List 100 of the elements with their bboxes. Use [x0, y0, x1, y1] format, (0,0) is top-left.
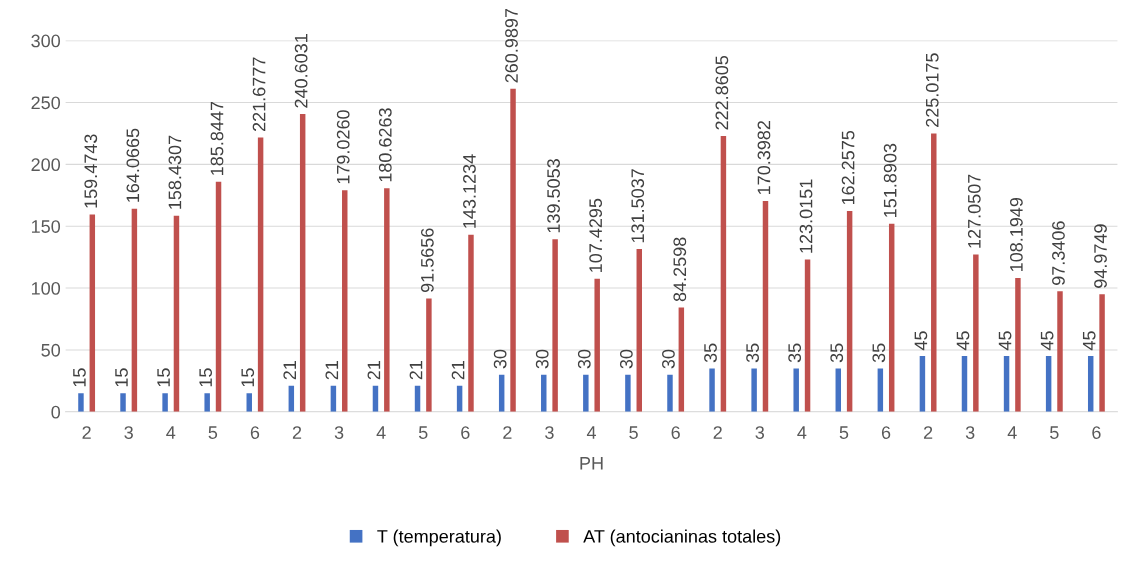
bar	[426, 298, 432, 412]
bar	[1057, 291, 1063, 412]
x-tick-label: 6	[881, 426, 891, 439]
x-tick-label: 5	[839, 426, 849, 439]
x-tick-label: 4	[586, 426, 597, 439]
bar	[793, 368, 799, 412]
bar	[961, 356, 968, 412]
x-tick-label: 5	[418, 426, 428, 439]
data-label: 185.8447	[210, 101, 224, 175]
x-tick-label: 5	[629, 426, 638, 439]
y-tick-label: 150	[31, 220, 61, 233]
data-label: 139.5053	[547, 159, 560, 233]
data-label: 45	[998, 331, 1012, 351]
data-label: 143.1234	[463, 154, 476, 228]
data-label: 123.0151	[799, 179, 813, 253]
bar	[162, 393, 168, 412]
data-label: 30	[662, 349, 675, 369]
data-label: 15	[73, 368, 86, 387]
bar	[625, 374, 631, 412]
bar	[384, 188, 390, 412]
y-tick-label: 50	[41, 343, 61, 357]
bar	[888, 223, 895, 412]
bar	[835, 368, 842, 412]
data-label: 15	[115, 368, 128, 387]
y-tick-label: 0	[51, 405, 61, 419]
bar	[257, 137, 264, 412]
data-label: 21	[451, 361, 465, 380]
y-tick-label: 100	[31, 282, 61, 295]
bar	[636, 249, 642, 412]
bar	[131, 208, 138, 412]
bar	[173, 215, 180, 412]
x-tick-label: 2	[923, 426, 933, 439]
bar	[877, 368, 884, 412]
x-tick-label: 2	[292, 426, 302, 439]
bar	[583, 374, 589, 412]
x-tick-label: 4	[1007, 426, 1017, 439]
bar	[1045, 356, 1052, 412]
x-tick-label: 2	[503, 426, 512, 439]
bar	[510, 88, 516, 412]
y-tick-label: 200	[31, 158, 61, 172]
x-tick-label: 4	[166, 426, 176, 439]
data-label: 21	[409, 361, 423, 380]
data-label: 84.2598	[673, 237, 687, 302]
x-tick-label: 3	[124, 426, 133, 439]
data-label: 35	[704, 343, 717, 363]
data-label: 151.8903	[883, 143, 897, 217]
bar	[846, 211, 853, 412]
data-label: 45	[956, 331, 970, 351]
bar	[204, 393, 210, 412]
x-tick-label: 3	[334, 426, 344, 439]
y-tick-label: 250	[31, 96, 61, 110]
data-label: 159.4743	[84, 134, 98, 208]
data-label: 127.0507	[967, 174, 981, 248]
data-label: 107.4295	[589, 198, 603, 272]
bar	[678, 307, 685, 412]
bar	[120, 393, 126, 412]
data-label: 221.6777	[252, 57, 266, 132]
data-label: 108.1949	[1009, 197, 1023, 271]
bar	[1099, 294, 1105, 412]
bar	[667, 374, 673, 412]
bar	[804, 259, 811, 412]
bar	[720, 136, 727, 412]
x-tick-label: 4	[376, 426, 386, 439]
x-tick-label: 3	[545, 426, 554, 439]
data-label: 158.4307	[168, 135, 182, 209]
bar	[594, 278, 600, 412]
bar	[1087, 356, 1094, 412]
bar	[299, 114, 306, 412]
data-label: 222.8605	[715, 55, 729, 130]
x-axis-title: PH	[580, 457, 603, 470]
x-tick-label: 3	[755, 426, 765, 439]
bar	[931, 133, 937, 412]
bar	[468, 234, 474, 412]
data-label: 21	[283, 361, 296, 380]
data-label: 15	[157, 368, 170, 387]
x-tick-label: 6	[671, 426, 680, 439]
data-label: 225.0175	[925, 53, 939, 127]
legend-label: AT (antocianinas totales)	[583, 529, 781, 547]
bar	[89, 214, 96, 412]
bar	[552, 239, 558, 412]
x-tick-label: 5	[208, 426, 218, 439]
data-label: 15	[241, 368, 255, 387]
x-tick-label: 6	[1092, 426, 1101, 439]
data-label: 45	[914, 331, 928, 351]
data-label: 21	[325, 361, 339, 380]
bar	[919, 356, 926, 412]
x-tick-label: 3	[965, 426, 975, 439]
data-label: 240.6031	[294, 34, 308, 108]
data-label: 97.3406	[1052, 221, 1065, 285]
data-label: 45	[1040, 331, 1054, 351]
data-label: 15	[199, 368, 213, 387]
data-label: 35	[830, 343, 844, 363]
legend-label: T (temperatura)	[377, 529, 501, 547]
data-label: 35	[746, 343, 759, 363]
data-label: 94.9749	[1094, 224, 1107, 288]
data-label: 21	[367, 361, 381, 380]
data-label: 35	[788, 343, 802, 363]
x-tick-label: 6	[461, 426, 470, 439]
bar	[709, 368, 715, 412]
data-label: 162.2575	[841, 130, 855, 205]
